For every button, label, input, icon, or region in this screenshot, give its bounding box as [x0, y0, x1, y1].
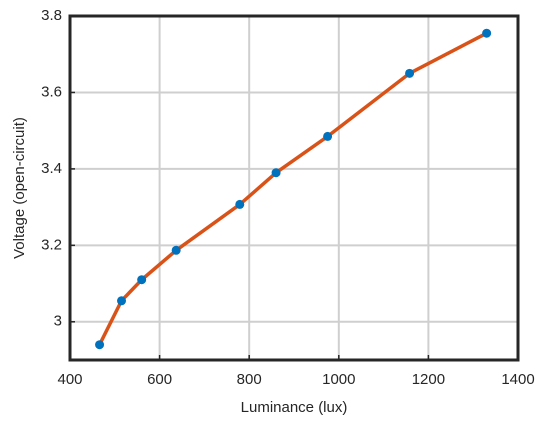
data-point: [171, 245, 181, 255]
x-tick-label: 1200: [412, 371, 445, 388]
data-point: [405, 68, 415, 78]
y-tick-label: 3.2: [41, 236, 62, 253]
x-tick-label: 400: [57, 371, 82, 388]
data-point: [482, 28, 492, 38]
data-point: [117, 296, 127, 306]
x-tick-label: 1000: [322, 371, 355, 388]
x-tick-label: 1400: [501, 371, 534, 388]
y-tick-label: 3.6: [41, 83, 62, 100]
y-tick-label: 3.4: [41, 160, 62, 177]
y-tick-label: 3.8: [41, 7, 62, 24]
y-tick-label: 3: [54, 313, 62, 330]
data-point: [323, 131, 333, 141]
y-axis-label: Voltage (open-circuit): [11, 117, 28, 259]
x-tick-label: 600: [147, 371, 172, 388]
data-point: [95, 340, 105, 350]
data-point: [235, 199, 245, 209]
x-tick-label: 800: [237, 371, 262, 388]
data-point: [271, 168, 281, 178]
plot-frame: [68, 14, 520, 362]
x-axis-label: Luminance (lux): [241, 399, 348, 416]
data-point: [137, 275, 147, 285]
